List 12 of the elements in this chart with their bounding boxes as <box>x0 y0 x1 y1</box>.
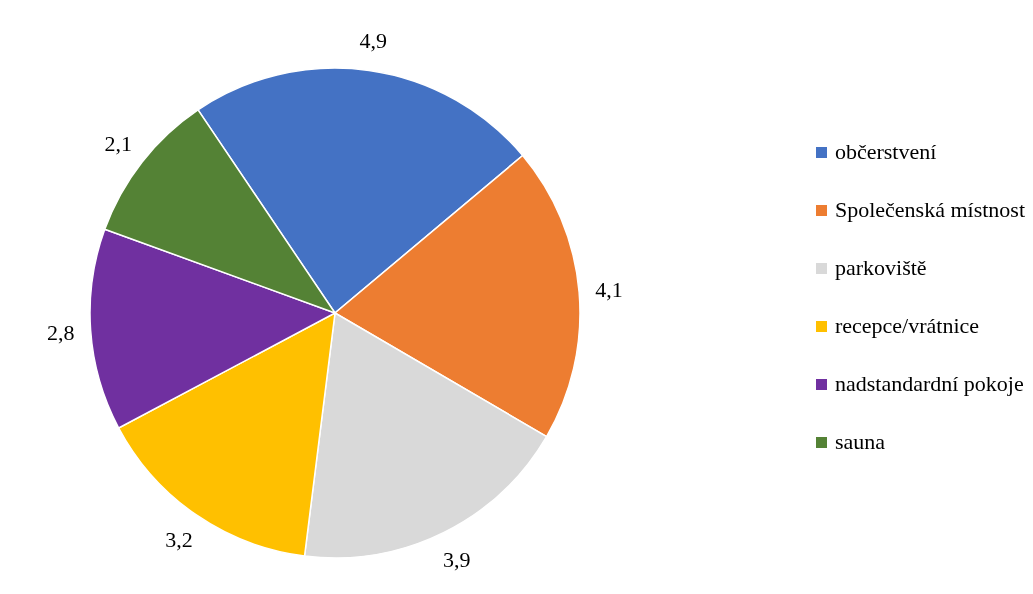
data-label: 4,9 <box>359 28 388 54</box>
legend-label: sauna <box>834 429 886 455</box>
data-label: 2,8 <box>46 319 75 345</box>
data-label: 4,1 <box>595 277 623 303</box>
legend-label: recepce/vrátnice <box>834 313 980 339</box>
legend-label: parkoviště <box>834 255 927 281</box>
data-label: 2,1 <box>104 131 133 157</box>
data-label: 3,9 <box>443 547 471 573</box>
legend-label: Společenská místnost <box>834 197 1025 223</box>
legend-label: nadstandardní pokoje <box>834 371 1024 397</box>
legend-label: občerstvení <box>834 139 937 165</box>
data-label: 3,2 <box>165 526 193 552</box>
